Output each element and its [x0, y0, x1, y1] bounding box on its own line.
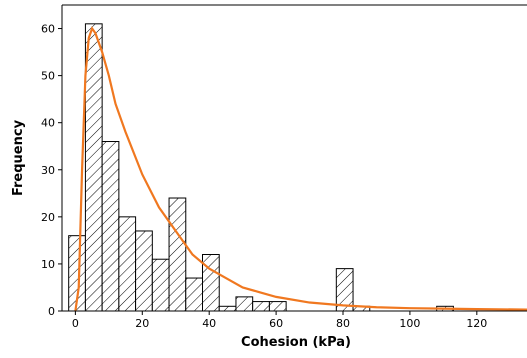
x-tick-label: 60 [269, 317, 283, 330]
fitted-distribution-curve [74, 26, 527, 311]
histogram-bar [84, 23, 103, 311]
histogram-bar [335, 268, 354, 311]
y-tick-label: 30 [41, 164, 55, 177]
histogram-bar [235, 296, 254, 311]
y-axis-label: Frequency [11, 119, 26, 196]
y-tick-label: 60 [41, 23, 55, 36]
histogram-bar [135, 230, 153, 311]
x-tick-label: 20 [135, 317, 149, 330]
x-axis-label: Cohesion (kPa) [241, 335, 351, 350]
y-tick-label: 50 [41, 70, 55, 83]
histogram-bar [252, 301, 270, 311]
histogram-bar [101, 141, 120, 311]
histogram-bar [268, 301, 287, 311]
y-tick-label: 0 [48, 305, 55, 318]
histogram-bar [218, 305, 237, 311]
histogram-bar [168, 197, 187, 311]
y-tick-label: 20 [41, 211, 55, 224]
x-tick-label: 0 [72, 317, 79, 330]
histogram-bar [202, 254, 220, 311]
y-tick-label: 40 [41, 117, 55, 130]
x-tick-label: 40 [202, 317, 216, 330]
histogram-bar [151, 258, 170, 311]
x-tick-label: 100 [399, 317, 420, 330]
x-tick-label: 80 [336, 317, 350, 330]
histogram-bar [118, 216, 137, 311]
y-tick-label: 10 [41, 258, 55, 271]
curve-layer [74, 26, 527, 311]
bars-layer [68, 23, 454, 311]
x-tick-label: 120 [466, 317, 487, 330]
axes-layer: 0 10 20 30 40 50 60 0 20 40 60 80 100 120 [41, 4, 527, 330]
histogram-bar [185, 277, 204, 311]
